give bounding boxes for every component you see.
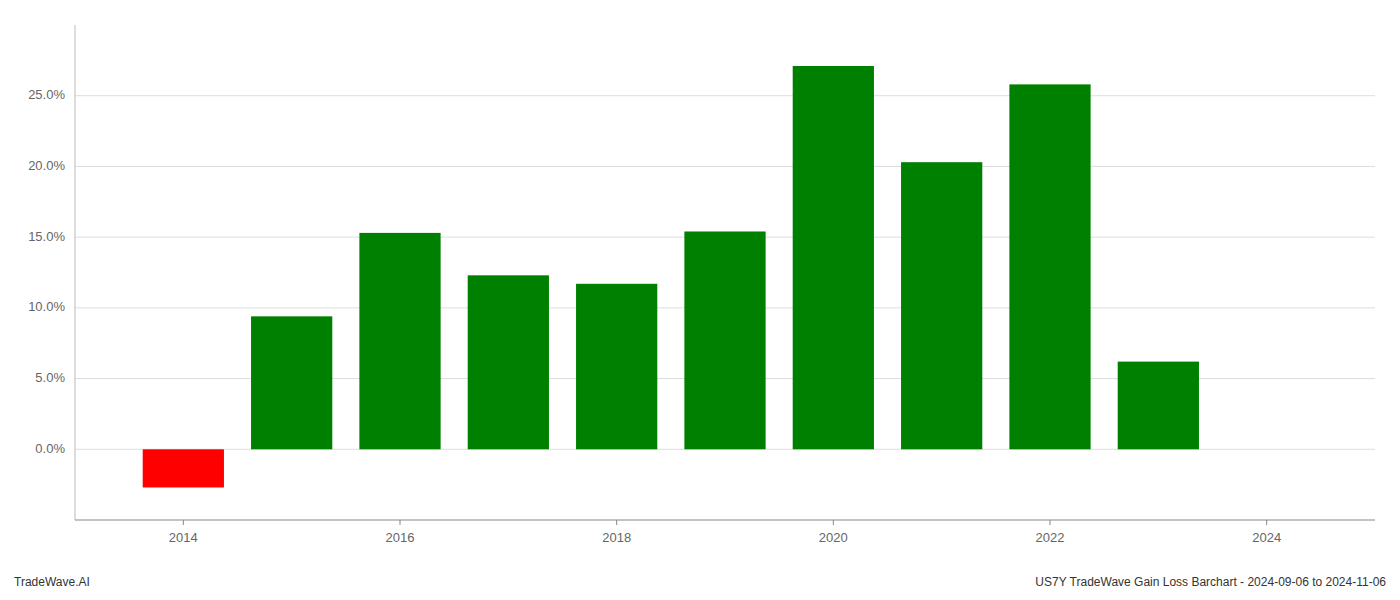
x-tick [833,520,834,525]
x-axis-line [75,520,1375,521]
grid [75,96,1375,450]
x-tick-label: 2024 [1252,530,1281,545]
footer-left: TradeWave.AI [14,575,90,589]
bar [793,66,874,449]
footer-right: US7Y TradeWave Gain Loss Barchart - 2024… [1035,575,1386,589]
y-tick-label: 25.0% [28,87,65,102]
bar [576,284,657,449]
y-axis: 0.0% 5.0% 10.0% 15.0% 20.0% 25.0% [28,25,75,520]
x-tick-label: 2022 [1036,530,1065,545]
y-tick-label: 10.0% [28,299,65,314]
x-tick-label: 2016 [386,530,415,545]
y-tick-label: 15.0% [28,229,65,244]
bar [468,275,549,449]
bar [1009,84,1090,449]
y-tick-label: 5.0% [35,370,65,385]
y-axis-line [75,25,76,520]
bar [143,449,224,487]
x-tick [1266,520,1267,525]
grid-line [75,166,1375,167]
y-tick-label: 20.0% [28,158,65,173]
x-tick-label: 2018 [602,530,631,545]
x-tick [1050,520,1051,525]
bar [684,231,765,449]
x-axis: 2014 2016 2018 2020 2022 2024 [75,520,1375,545]
bars [143,66,1199,487]
bar [901,162,982,449]
x-tick [400,520,401,525]
bar [251,316,332,449]
x-tick [183,520,184,525]
grid-line [75,95,1375,96]
bar [359,233,440,449]
chart: 0.0% 5.0% 10.0% 15.0% 20.0% 25.0% 2014 2016 2018… [0,0,1400,600]
bar [1118,362,1199,450]
footer: TradeWave.AI US7Y TradeWave Gain Loss Bar… [14,575,1386,589]
x-tick [616,520,617,525]
y-tick-label: 0.0% [35,441,65,456]
x-tick-label: 2014 [169,530,198,545]
x-tick-label: 2020 [819,530,848,545]
